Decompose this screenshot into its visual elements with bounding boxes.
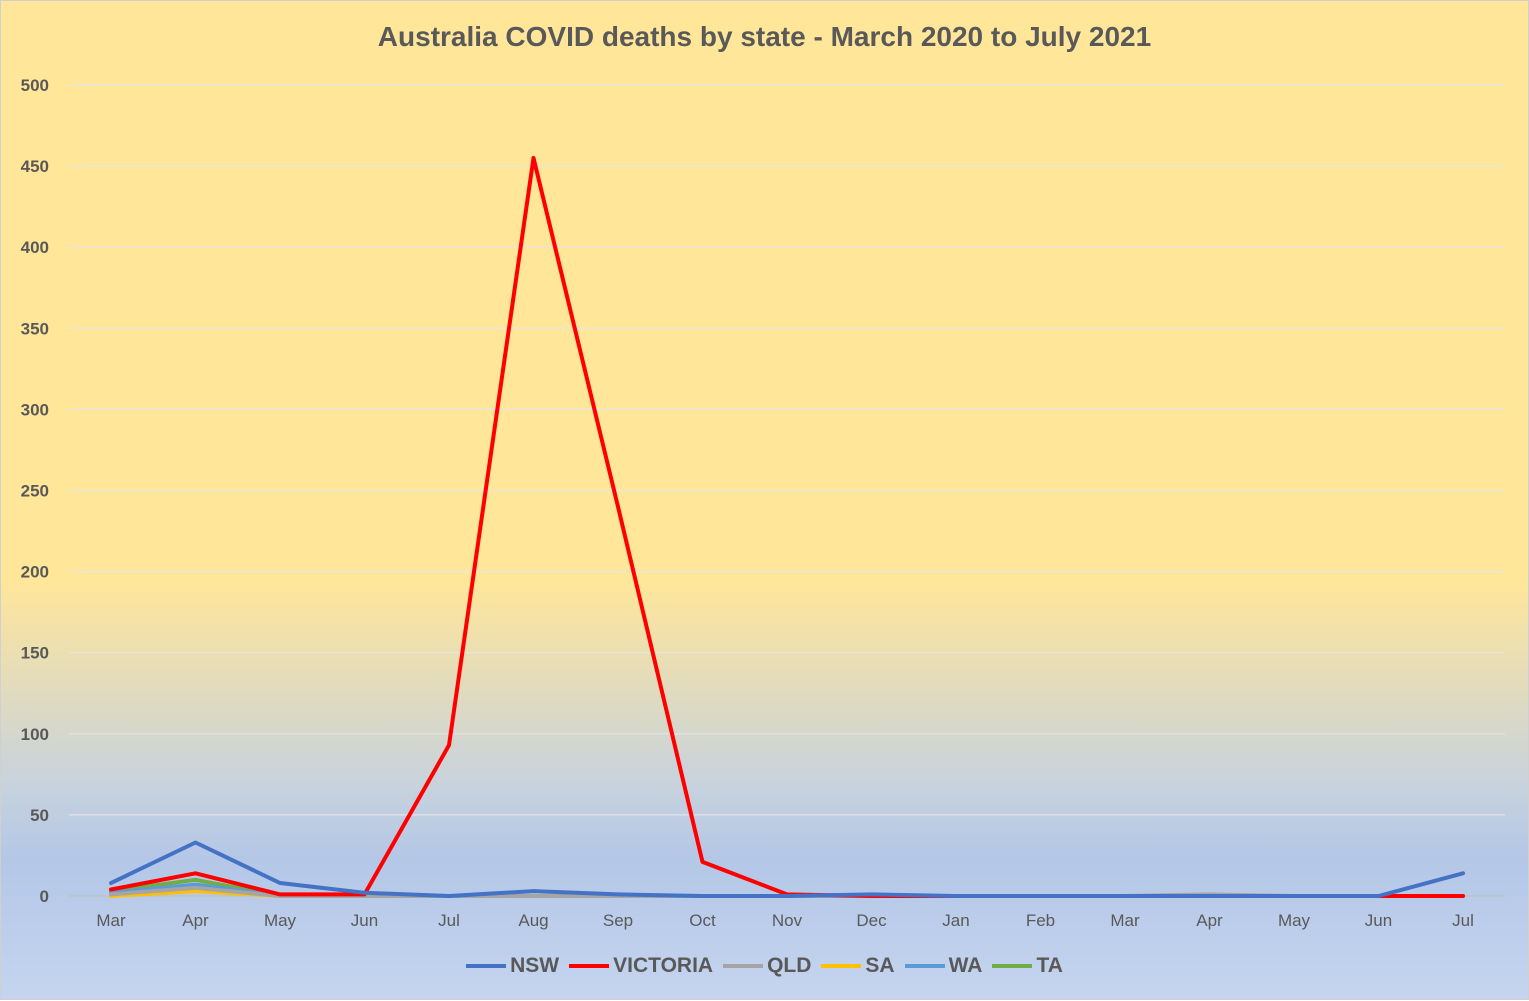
y-tick-label: 250 xyxy=(21,482,49,501)
legend-item-ta: TA xyxy=(992,954,1063,978)
y-tick-label: 500 xyxy=(21,76,49,95)
legend-label-victoria: VICTORIA xyxy=(613,954,714,977)
legend-item-nsw: NSW xyxy=(466,954,559,978)
legend-label-nsw: NSW xyxy=(510,954,560,977)
x-tick-label: Aug xyxy=(518,911,548,930)
x-tick-label: Apr xyxy=(182,911,209,930)
legend-swatch-qld xyxy=(723,964,764,968)
x-tick-label: Oct xyxy=(689,911,716,930)
legend-label-ta: TA xyxy=(1036,954,1063,977)
x-tick-label: Nov xyxy=(772,911,803,930)
y-tick-label: 150 xyxy=(21,644,49,663)
x-tick-label: Apr xyxy=(1196,911,1223,930)
legend-swatch-ta xyxy=(992,964,1033,968)
legend-swatch-victoria xyxy=(569,964,610,968)
y-tick-label: 50 xyxy=(30,806,49,825)
legend-item-wa: WA xyxy=(904,954,983,978)
x-tick-label: Jun xyxy=(1365,911,1392,930)
x-tick-label: Mar xyxy=(96,911,126,930)
y-tick-label: 200 xyxy=(21,563,49,582)
x-tick-label: Mar xyxy=(1110,911,1140,930)
series-line-nsw xyxy=(109,840,1465,898)
legend-item-sa: SA xyxy=(821,954,895,978)
y-tick-label: 100 xyxy=(21,725,49,744)
x-tick-label: Dec xyxy=(856,911,887,930)
x-tick-label: Jul xyxy=(438,911,460,930)
chart-title: Australia COVID deaths by state - March … xyxy=(377,21,1152,52)
legend: NSW VICTORIA QLD SA WA TA xyxy=(1,951,1528,981)
legend-swatch-wa xyxy=(904,964,945,968)
x-tick-label: May xyxy=(264,911,297,930)
series-line-victoria xyxy=(109,156,1465,898)
y-tick-label: 450 xyxy=(21,157,49,176)
y-tick-label: 400 xyxy=(21,238,49,257)
y-tick-label: 300 xyxy=(21,400,49,419)
x-tick-label: May xyxy=(1278,911,1311,930)
legend-swatch-nsw xyxy=(466,964,507,968)
legend-label-sa: SA xyxy=(865,954,895,977)
y-tick-label: 350 xyxy=(21,319,49,338)
x-tick-label: Jan xyxy=(942,911,969,930)
legend-item-victoria: VICTORIA xyxy=(569,954,713,978)
legend-swatch-sa xyxy=(821,964,862,968)
legend-label-qld: QLD xyxy=(767,954,812,977)
y-tick-label: 0 xyxy=(40,887,49,906)
legend-label-wa: WA xyxy=(948,954,983,977)
x-tick-label: Feb xyxy=(1026,911,1055,930)
x-tick-label: Jul xyxy=(1452,911,1474,930)
x-tick-label: Sep xyxy=(603,911,633,930)
legend-item-qld: QLD xyxy=(723,954,811,978)
x-tick-label: Jun xyxy=(351,911,378,930)
